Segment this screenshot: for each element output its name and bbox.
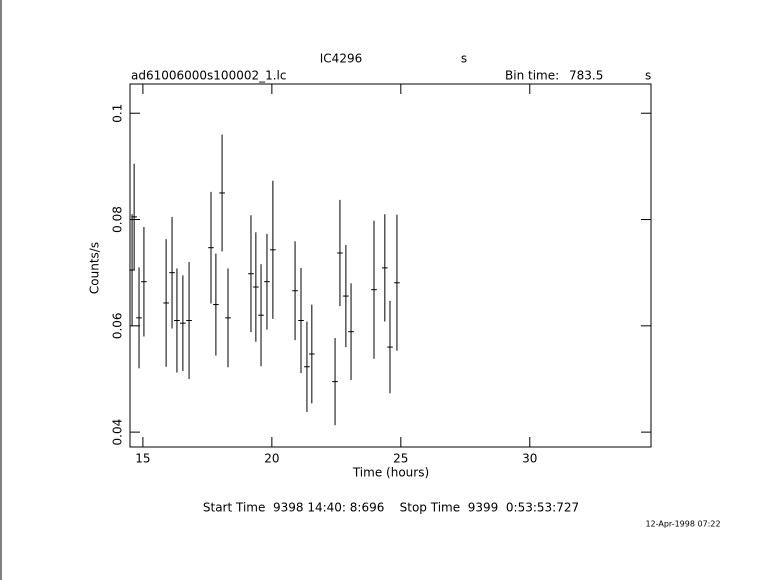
date: 12-Apr-1998 07:22 <box>645 520 720 529</box>
x-axis-label: Time (hours) <box>352 466 429 480</box>
bin-time: 783.5 <box>569 69 603 83</box>
y-tick-label: 0.08 <box>111 206 125 233</box>
bin-time-label: Bin time: <box>505 69 559 83</box>
x-tick-label: 20 <box>264 452 279 466</box>
y-tick-label: 0.06 <box>111 312 125 339</box>
y-tick-label: 0.04 <box>111 419 125 446</box>
x-tick-label: 25 <box>393 452 408 466</box>
footer: Start Time 9398 14:40: 8:696 Stop Time 9… <box>203 501 579 515</box>
y-tick-label: 0.1 <box>111 104 125 123</box>
filename: ad61006000s100002_1.lc <box>131 69 287 83</box>
bin-time-unit: s <box>645 69 651 83</box>
chart-title: IC4296 <box>320 52 362 66</box>
plot-frame <box>129 83 652 448</box>
x-tick-label: 15 <box>135 452 150 466</box>
y-axis-label: Counts/s <box>88 242 102 294</box>
title-unit: s <box>461 52 467 66</box>
x-tick-label: 30 <box>522 452 537 466</box>
